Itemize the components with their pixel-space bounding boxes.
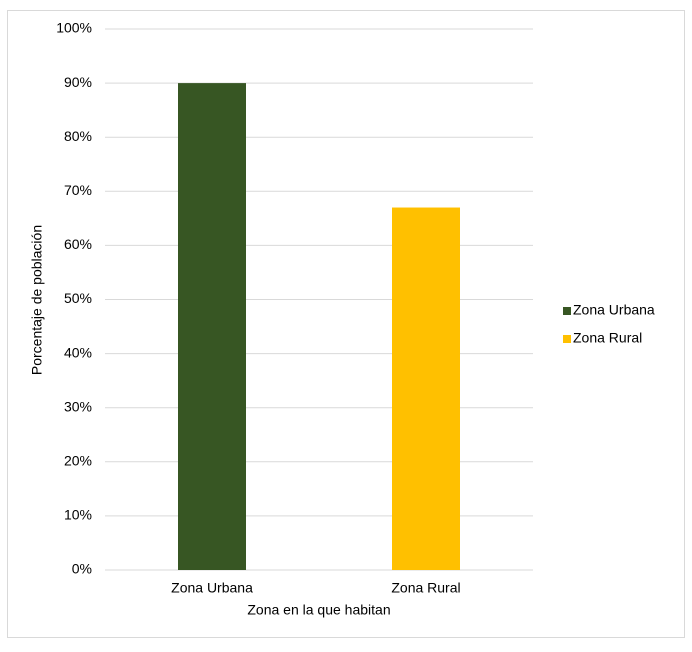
chart-border (7, 10, 685, 638)
x-axis-title: Zona en la que habitan (247, 602, 390, 618)
y-tick-label: 20% (64, 453, 92, 469)
y-axis-title: Porcentaje de población (29, 225, 45, 375)
legend-swatch (563, 335, 571, 343)
y-tick-label: 60% (64, 236, 92, 252)
y-tick-label: 80% (64, 128, 92, 144)
x-tick-label: Zona Rural (391, 580, 460, 596)
bar (178, 83, 246, 570)
y-tick-label: 0% (72, 561, 92, 577)
legend-swatch (563, 307, 571, 315)
x-tick-label: Zona Urbana (171, 580, 253, 596)
y-tick-label: 100% (56, 20, 92, 36)
y-tick-label: 40% (64, 344, 92, 360)
y-tick-label: 90% (64, 74, 92, 90)
legend-label: Zona Urbana (573, 302, 655, 318)
y-tick-label: 70% (64, 182, 92, 198)
y-tick-label: 10% (64, 507, 92, 523)
bar (392, 207, 460, 570)
y-tick-label: 50% (64, 290, 92, 306)
legend-label: Zona Rural (573, 330, 642, 346)
y-tick-label: 30% (64, 398, 92, 414)
